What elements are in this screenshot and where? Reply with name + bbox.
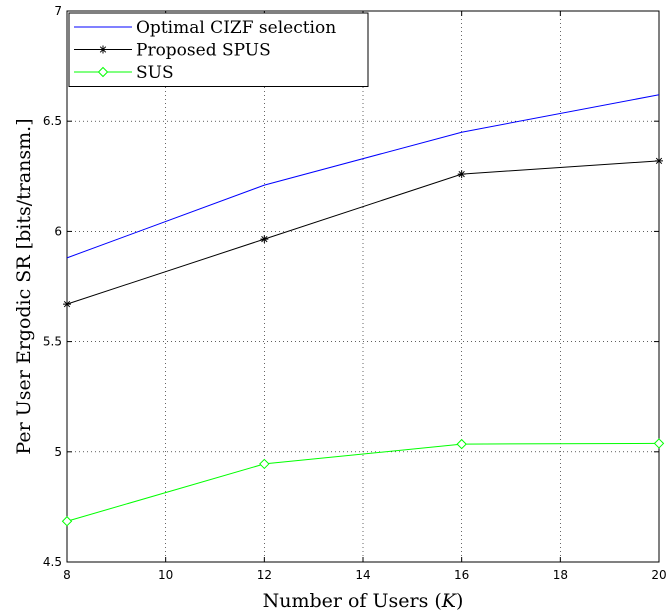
legend-label: SUS <box>136 63 174 83</box>
legend-label: Optimal CIZF selection <box>136 18 336 38</box>
y-tick-label: 5 <box>54 445 62 459</box>
y-tick-label: 6 <box>54 224 62 238</box>
x-tick-label: 18 <box>553 568 568 582</box>
asterisk-marker <box>99 45 107 54</box>
series-1 <box>66 94 660 259</box>
y-tick-label: 5.5 <box>43 335 62 349</box>
y-tick-label: 6.5 <box>43 114 62 128</box>
diamond-marker <box>456 438 467 450</box>
diamond-marker <box>653 438 665 449</box>
x-tick-label: 12 <box>257 568 272 582</box>
asterisk-marker <box>457 170 466 179</box>
series-2 <box>63 156 663 309</box>
legend-item: Proposed SPUS <box>74 41 271 61</box>
asterisk-marker <box>260 235 269 244</box>
diamond-marker <box>97 66 109 78</box>
series-line <box>66 94 660 259</box>
grid <box>67 11 659 562</box>
legend-item: SUS <box>74 63 174 83</box>
x-tick-label: 20 <box>651 568 666 582</box>
x-tick-label: 16 <box>454 568 469 582</box>
series-group <box>61 94 665 527</box>
y-tick-label: 4.5 <box>43 555 62 569</box>
x-tick-label: 14 <box>355 568 370 582</box>
x-axis-label: Number of Users (K) <box>263 590 464 612</box>
y-axis-label: Per User Ergodic SR [bits/transm.] <box>13 118 35 454</box>
asterisk-marker <box>655 156 663 165</box>
asterisk-marker <box>63 300 71 309</box>
legend-item: Optimal CIZF selection <box>74 18 336 38</box>
x-tick-label: 10 <box>158 568 173 582</box>
axis-ticks: 8 10 12 14 16 18 20 4.5 5 5.5 6 6.5 7 <box>43 4 667 582</box>
x-tick-label: 8 <box>63 568 71 582</box>
series-line <box>66 160 660 305</box>
diamond-marker <box>259 458 270 470</box>
series-line <box>66 442 660 522</box>
legend-label: Proposed SPUS <box>136 41 271 61</box>
series-3 <box>61 438 665 527</box>
y-tick-label: 7 <box>54 4 62 18</box>
diamond-marker <box>61 516 73 527</box>
